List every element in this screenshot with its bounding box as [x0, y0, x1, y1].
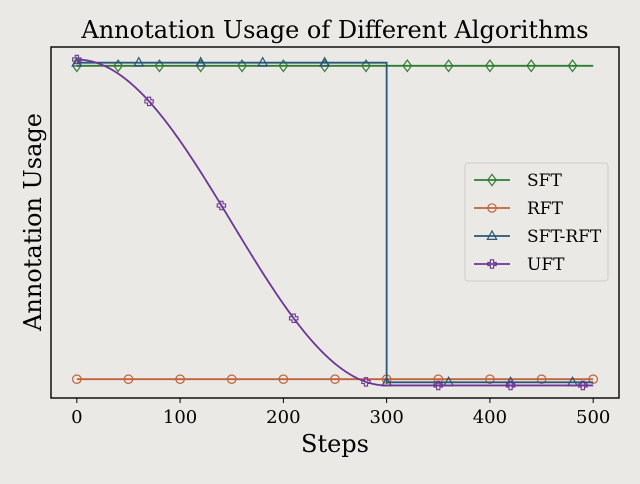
x-axis-label: Steps: [301, 430, 369, 458]
plot-area-frame: [50, 46, 620, 399]
series-marker-sft-rft: [319, 56, 331, 67]
series-line-sft-rft: [76, 61, 594, 384]
series-marker-sft: [402, 59, 413, 73]
series-marker-sft: [567, 59, 578, 73]
x-tick-label: 0: [71, 407, 82, 428]
x-tick-label: 500: [576, 407, 610, 428]
series-marker-sft: [443, 59, 454, 73]
series-marker-sft: [526, 59, 537, 73]
legend-marker-sft-rft: [486, 229, 498, 240]
series-marker-uft: [361, 377, 371, 387]
legend: SFT RFT SFT-RFT UFT: [464, 162, 609, 282]
series-marker-rft: [536, 374, 547, 384]
legend-marker-rft: [487, 203, 497, 213]
series-marker-rft: [588, 374, 598, 384]
series-marker-rft: [433, 374, 444, 384]
series-marker-sft-rft: [257, 56, 269, 67]
series-marker-uft: [578, 380, 588, 391]
series-marker-uft: [505, 380, 516, 391]
series-marker-sft: [113, 59, 124, 73]
series-marker-rft: [226, 374, 237, 384]
series-marker-sft: [484, 59, 495, 73]
series-marker-rft: [330, 374, 340, 384]
series-marker-sft: [361, 59, 371, 73]
legend-label-rft: RFT: [527, 199, 564, 219]
series-marker-rft: [72, 374, 82, 384]
series-marker-sft: [237, 59, 248, 73]
series-marker-rft: [175, 374, 185, 384]
series-marker-sft: [154, 59, 165, 73]
series-marker-uft: [433, 380, 444, 391]
x-tick-label: 100: [163, 407, 197, 428]
series-marker-rft: [278, 374, 289, 384]
series-marker-sft-rft: [133, 56, 145, 67]
series-marker-sft-rft: [195, 56, 207, 67]
x-axis-ticks: 0 100 200 300 400 500: [71, 398, 610, 428]
series-line-uft: [76, 58, 594, 387]
series-marker-sft: [278, 59, 289, 73]
legend-label-sft-rft: SFT-RFT: [527, 227, 602, 247]
legend-box: [464, 162, 609, 282]
series-marker-uft: [288, 313, 299, 324]
series-marker-uft: [72, 54, 82, 65]
x-tick-label: 200: [266, 407, 300, 428]
y-axis-label: Annotation Usage: [19, 113, 47, 332]
legend-marker-uft: [487, 259, 497, 269]
legend-label-uft: UFT: [527, 255, 565, 275]
series-marker-rft: [485, 374, 495, 384]
series-marker-uft: [216, 200, 227, 211]
x-tick-label: 400: [473, 407, 507, 428]
series-marker-rft: [123, 374, 134, 384]
series-layer: [71, 54, 598, 391]
series-marker-uft: [144, 96, 154, 107]
legend-label-sft: SFT: [527, 171, 562, 191]
series-marker-sft-rft: [71, 56, 83, 67]
x-tick-label: 300: [369, 407, 403, 428]
legend-marker-sft: [487, 173, 497, 187]
chart-title: Annotation Usage of Different Algorithms: [80, 16, 588, 44]
